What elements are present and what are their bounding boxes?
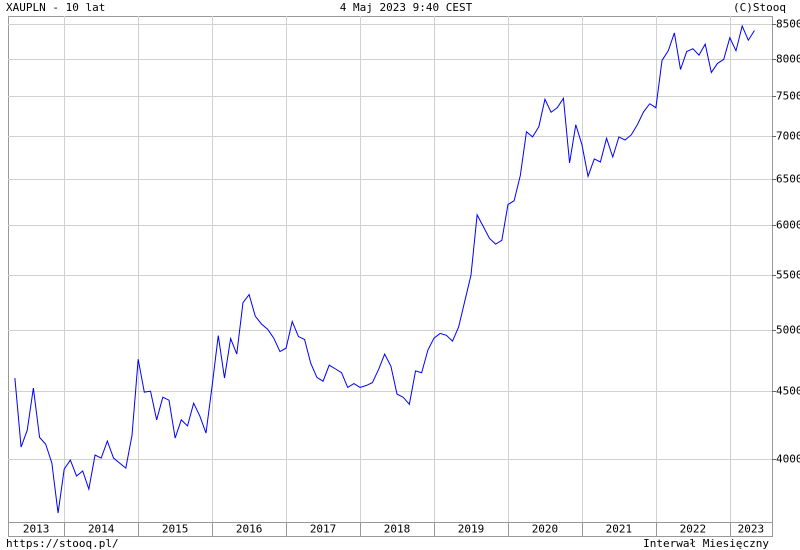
x-tick-label: 2016: [236, 523, 263, 536]
x-tick-label: 2022: [680, 523, 707, 536]
x-axis-strip: [8, 522, 773, 537]
source-url: https://stooq.pl/: [6, 537, 119, 550]
interval: Interwał Miesięczny: [643, 537, 769, 550]
x-tick-label: 2020: [532, 523, 559, 536]
y-tick-label: 5500: [776, 269, 800, 282]
y-tick-label: 8500: [776, 18, 800, 31]
y-tick-label: 4000: [776, 453, 800, 466]
x-tick-label: 2014: [88, 523, 115, 536]
price-line: [14, 24, 755, 514]
x-tick-label: 2019: [458, 523, 485, 536]
y-tick-label: 5000: [776, 324, 800, 337]
y-tick-label: 7000: [776, 130, 800, 143]
credit: (C)Stooq: [733, 1, 786, 14]
y-tick-label: 8000: [776, 53, 800, 66]
x-tick-label: 2021: [606, 523, 633, 536]
y-tick-label: 6000: [776, 219, 800, 232]
y-tick-label: 4500: [776, 385, 800, 398]
x-tick-label: 2015: [162, 523, 189, 536]
x-tick-label: 2013: [23, 523, 50, 536]
y-tick-label: 7500: [776, 90, 800, 103]
chart-title: XAUPLN - 10 lat: [6, 1, 105, 14]
x-tick-label: 2018: [384, 523, 411, 536]
x-tick-label: 2023: [738, 523, 765, 536]
chart-date: 4 Maj 2023 9:40 CEST: [340, 1, 473, 14]
y-tick-label: 6500: [776, 173, 800, 186]
x-tick-label: 2017: [310, 523, 337, 536]
